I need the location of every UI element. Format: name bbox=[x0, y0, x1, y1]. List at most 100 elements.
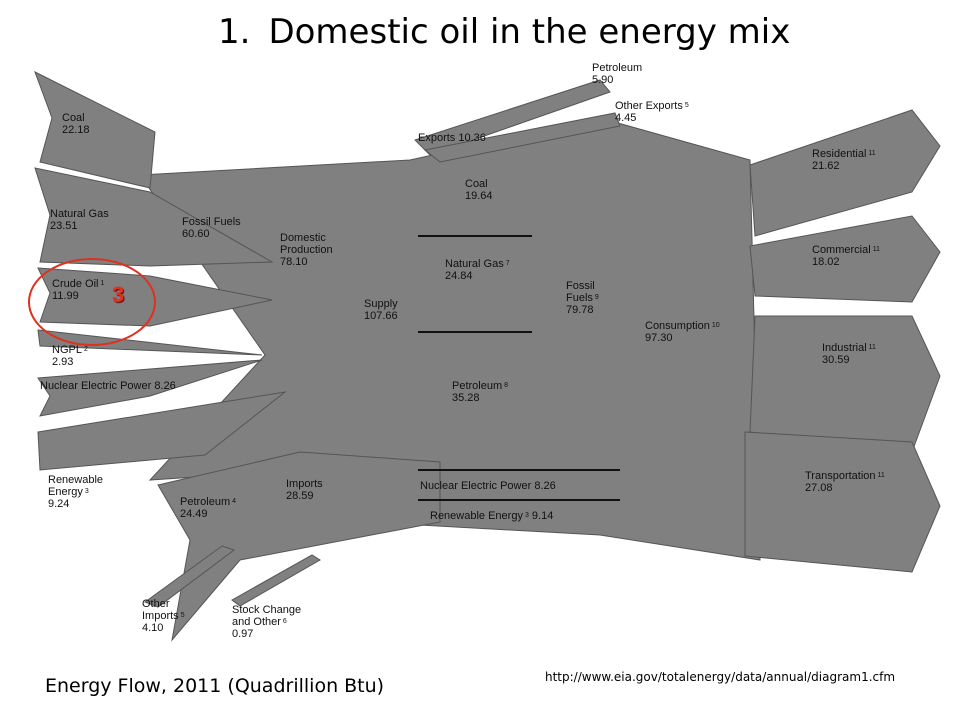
flow-label: Industrial 11 30.59 bbox=[822, 342, 902, 366]
flow-value: 9.14 bbox=[531, 510, 554, 522]
flow-label: Coal 22.18 bbox=[62, 112, 122, 136]
flow-name: Imports bbox=[286, 478, 323, 490]
flow-label: Fossil Fuels 9 79.78 bbox=[566, 280, 616, 316]
flow-value: 24.49 bbox=[180, 508, 208, 520]
footnote-mark: 11 bbox=[868, 150, 876, 157]
flow-name: Petroleum bbox=[452, 380, 503, 392]
flow-label: Nuclear Electric Power 8.26 bbox=[420, 480, 620, 492]
flow-label: Natural Gas 7 24.84 bbox=[445, 258, 545, 282]
flow-name: Residential bbox=[812, 148, 867, 160]
flow-label: Commercial 11 18.02 bbox=[812, 244, 902, 268]
callout-number: 3 bbox=[112, 282, 125, 307]
flow-value: 11.99 bbox=[52, 290, 79, 302]
flow-name: Other Exports bbox=[615, 100, 683, 112]
flow-name: Natural Gas bbox=[445, 258, 504, 270]
source-url: http://www.eia.gov/totalenergy/data/annu… bbox=[545, 670, 896, 684]
flow-label: Renewable Energy 3 9.14 bbox=[430, 510, 630, 522]
flow-imports bbox=[157, 451, 441, 642]
flow-value: 4.10 bbox=[142, 622, 164, 634]
flow-name: Fossil Fuels bbox=[566, 280, 595, 304]
footnote-mark: 6 bbox=[282, 618, 287, 625]
flow-residential bbox=[749, 109, 941, 237]
flow-label: Stock Change and Other 6 0.97 bbox=[232, 604, 312, 640]
flow-label: Domestic Production 78.10 bbox=[280, 232, 350, 268]
flow-value: 24.84 bbox=[445, 270, 473, 282]
flow-label: Consumption 10 97.30 bbox=[645, 320, 755, 344]
flow-transportation bbox=[744, 431, 941, 573]
flow-label: Petroleum 5.90 bbox=[592, 62, 662, 86]
flow-value: 21.62 bbox=[812, 160, 840, 172]
flow-name: Crude Oil bbox=[52, 278, 99, 290]
footnote-mark: 1 bbox=[100, 280, 105, 287]
flow-name: Fossil Fuels bbox=[182, 216, 241, 228]
flow-value: 9.24 bbox=[48, 498, 70, 510]
flow-label: Fossil Fuels 60.60 bbox=[182, 216, 252, 240]
flow-name: Renewable Energy bbox=[48, 474, 104, 498]
title-number: 1. bbox=[218, 12, 251, 52]
flow-value: 27.08 bbox=[805, 482, 833, 494]
flow-coal-in bbox=[34, 70, 156, 189]
flow-name: Coal bbox=[465, 178, 488, 190]
footnote-mark: 11 bbox=[872, 246, 880, 253]
flow-label: Transportation 11 27.08 bbox=[805, 470, 915, 494]
flow-value: 97.30 bbox=[645, 332, 673, 344]
flow-other-exports bbox=[423, 112, 621, 163]
flow-other-imports bbox=[143, 545, 236, 608]
title-text: Domestic oil in the energy mix bbox=[268, 12, 791, 52]
flow-value: 30.59 bbox=[822, 354, 850, 366]
footnote-mark: 5 bbox=[180, 612, 185, 619]
flow-value: 28.59 bbox=[286, 490, 314, 502]
flow-value: 22.18 bbox=[62, 124, 90, 136]
flow-value: 79.78 bbox=[566, 304, 594, 316]
flow-label: Exports 10.36 bbox=[418, 132, 518, 144]
flow-value: 5.90 bbox=[592, 74, 614, 86]
flow-label: Petroleum 4 24.49 bbox=[180, 496, 260, 520]
flow-value: 19.64 bbox=[465, 190, 493, 202]
caption: Energy Flow, 2011 (Quadrillion Btu) bbox=[45, 675, 385, 697]
flow-name: Nuclear Electric Power bbox=[40, 380, 152, 392]
flow-name: Domestic Production bbox=[280, 232, 333, 256]
flow-industrial bbox=[749, 315, 941, 453]
flow-nuclear-in bbox=[37, 359, 263, 417]
footnote-mark: 11 bbox=[877, 472, 885, 479]
flow-label: Petroleum 8 35.28 bbox=[452, 380, 532, 404]
highlight-circle bbox=[28, 258, 156, 346]
flow-commercial bbox=[749, 215, 941, 303]
slide-title: 1. Domestic oil in the energy mix bbox=[218, 12, 808, 52]
flow-name: Petroleum bbox=[180, 496, 231, 508]
flow-gas-in bbox=[34, 167, 274, 267]
footnote-mark: 9 bbox=[594, 294, 599, 301]
flow-name: Industrial bbox=[822, 342, 867, 354]
footnote-mark: 3 bbox=[524, 512, 529, 519]
flow-name: Natural Gas bbox=[50, 208, 109, 220]
flow-value: 60.60 bbox=[182, 228, 210, 240]
flow-name: Nuclear Electric Power bbox=[420, 480, 532, 492]
flow-value: 0.97 bbox=[232, 628, 254, 640]
flow-name: Commercial bbox=[812, 244, 871, 256]
flow-name: Transportation bbox=[805, 470, 876, 482]
flow-name: Stock Change and Other bbox=[232, 604, 302, 628]
flow-name: Coal bbox=[62, 112, 85, 124]
flow-name: NGPL bbox=[52, 344, 82, 356]
footnote-mark: 7 bbox=[505, 260, 510, 267]
flow-value: 8.26 bbox=[154, 380, 176, 392]
flow-renewable-in bbox=[37, 391, 287, 471]
footnote-mark: 8 bbox=[504, 382, 509, 389]
flow-label: Supply 107.66 bbox=[364, 298, 424, 322]
flow-value: 78.10 bbox=[280, 256, 308, 268]
flow-name: Exports bbox=[418, 132, 456, 144]
flow-name: Consumption bbox=[645, 320, 710, 332]
dividers bbox=[418, 235, 620, 501]
flow-label: Natural Gas 23.51 bbox=[50, 208, 130, 232]
flow-name: Renewable Energy bbox=[430, 510, 523, 522]
footnote-mark: 5 bbox=[684, 102, 689, 109]
flow-value: 107.66 bbox=[364, 310, 398, 322]
flow-label: NGPL 2 2.93 bbox=[52, 344, 112, 368]
flow-label: Other Imports 5 4.10 bbox=[142, 598, 202, 634]
flow-shapes bbox=[34, 70, 941, 642]
flow-label: Coal 19.64 bbox=[465, 178, 525, 202]
flow-value: 23.51 bbox=[50, 220, 78, 232]
flow-value: 35.28 bbox=[452, 392, 480, 404]
flow-value: 8.26 bbox=[534, 480, 556, 492]
